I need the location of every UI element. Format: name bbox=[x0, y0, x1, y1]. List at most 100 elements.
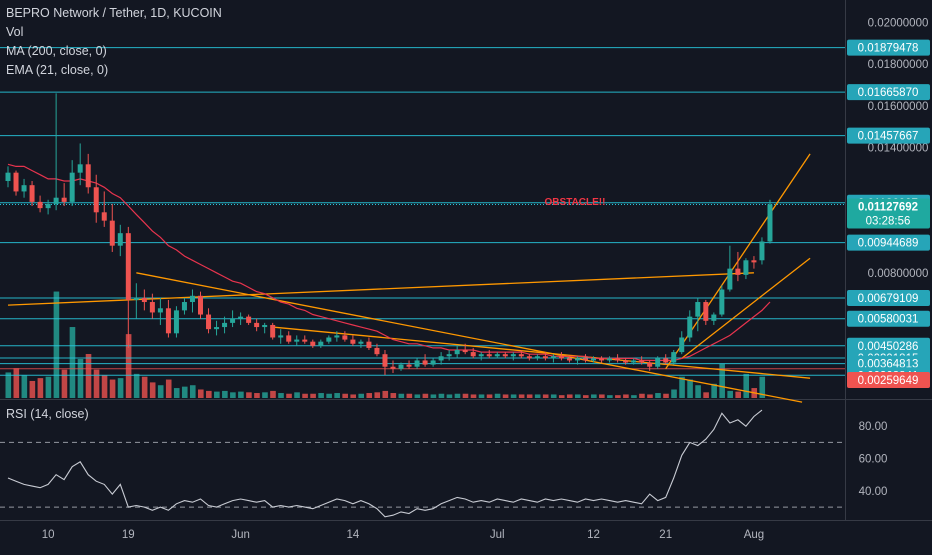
candle-body bbox=[414, 360, 420, 367]
volume-bar bbox=[157, 385, 164, 398]
volume-bar bbox=[198, 389, 204, 398]
candle-body bbox=[181, 302, 187, 311]
volume-bar bbox=[109, 379, 116, 398]
candle-body bbox=[703, 302, 709, 321]
rsi-tick-label: 80.00 bbox=[859, 421, 888, 433]
annotation-obstacle: OBSTACLE!! bbox=[545, 197, 606, 208]
volume-bar bbox=[374, 392, 381, 398]
current-price-box bbox=[847, 198, 930, 229]
volume-bar bbox=[438, 393, 445, 398]
candle-body bbox=[751, 260, 757, 263]
candle-body bbox=[61, 197, 67, 202]
symbol-title: BEPRO Network / Tether, 1D, KUCOIN bbox=[6, 6, 222, 20]
candle-body bbox=[141, 297, 147, 303]
volume-bar bbox=[189, 385, 196, 398]
candle-body bbox=[374, 347, 380, 355]
volume-bar bbox=[599, 394, 605, 398]
volume-bar bbox=[719, 363, 725, 398]
candle-body bbox=[542, 356, 548, 359]
indicator-ma200[interactable]: MA (200, close, 0) bbox=[6, 44, 107, 58]
volume-bar bbox=[759, 376, 766, 398]
candle-body bbox=[5, 172, 11, 182]
volume-bar bbox=[743, 373, 750, 398]
candle-body bbox=[743, 260, 749, 275]
volume-bar bbox=[382, 390, 389, 398]
trendline bbox=[272, 326, 811, 379]
candle-body bbox=[518, 354, 524, 357]
volume-bar bbox=[310, 393, 316, 398]
level-label: 0.00450286 bbox=[858, 341, 919, 353]
time-tick-label: Aug bbox=[744, 529, 764, 541]
volume-bar bbox=[542, 394, 549, 398]
volume-bar bbox=[591, 394, 597, 398]
candle-body bbox=[430, 360, 436, 365]
indicator-volume[interactable]: Vol bbox=[6, 25, 24, 39]
rsi-tick-label: 60.00 bbox=[859, 454, 888, 466]
candle-body bbox=[406, 364, 412, 367]
candle-body bbox=[21, 185, 27, 192]
volume-bar bbox=[206, 390, 212, 398]
candle-body bbox=[254, 322, 260, 328]
volume-bar bbox=[133, 373, 140, 398]
candle-body bbox=[671, 352, 677, 363]
rsi-tick-label: 40.00 bbox=[859, 486, 888, 498]
volume-bar bbox=[727, 390, 733, 398]
candle-body bbox=[494, 354, 500, 357]
candle-body bbox=[438, 356, 444, 361]
rsi-legend[interactable]: RSI (14, close) bbox=[6, 407, 89, 421]
price-tick-label: 0.02000000 bbox=[868, 17, 929, 29]
volume-bar bbox=[117, 378, 124, 398]
volume-bar bbox=[711, 383, 717, 398]
candle-body bbox=[214, 327, 220, 330]
candle-body bbox=[583, 358, 588, 361]
candle-body bbox=[574, 358, 580, 361]
candle-body bbox=[695, 302, 701, 317]
price-tick-label: 0.01800000 bbox=[868, 59, 929, 71]
volume-bar bbox=[149, 382, 156, 398]
candle-body bbox=[294, 339, 300, 342]
candle-body bbox=[350, 339, 356, 344]
candle-body bbox=[109, 220, 115, 246]
candle-body bbox=[358, 341, 364, 344]
volume-bar bbox=[181, 386, 188, 398]
volume-bar bbox=[406, 393, 413, 398]
time-tick-label: 10 bbox=[42, 529, 55, 541]
volume-bar bbox=[414, 394, 421, 398]
candle-body bbox=[45, 203, 51, 209]
candle-body bbox=[157, 308, 163, 313]
level-label: 0.01457667 bbox=[858, 131, 919, 143]
volume-bar bbox=[69, 327, 76, 398]
candle-body bbox=[366, 341, 372, 348]
candle-body bbox=[607, 358, 613, 361]
volume-label: 0.00259649 bbox=[858, 375, 919, 387]
volume-bar bbox=[53, 291, 60, 398]
candle-body bbox=[422, 360, 428, 365]
trendline bbox=[136, 272, 803, 403]
candle-body bbox=[53, 197, 59, 204]
indicator-ema21[interactable]: EMA (21, close, 0) bbox=[6, 63, 109, 77]
level-label-box bbox=[847, 234, 930, 251]
volume-bar bbox=[5, 372, 12, 398]
candle-body bbox=[173, 310, 179, 334]
trendline bbox=[681, 257, 811, 359]
level-label-box bbox=[847, 84, 930, 101]
level-label: 0.01879478 bbox=[858, 43, 919, 55]
volume-bar bbox=[334, 393, 340, 398]
volume-bar bbox=[615, 395, 621, 398]
volume-bar bbox=[566, 394, 573, 398]
candle-body bbox=[149, 302, 155, 313]
volume-bar bbox=[222, 390, 228, 398]
candle-body bbox=[334, 335, 340, 338]
volume-bar bbox=[655, 393, 661, 398]
volume-bar bbox=[430, 394, 437, 398]
candle-body bbox=[446, 354, 452, 357]
time-tick-label: 12 bbox=[587, 529, 600, 541]
candle-body bbox=[591, 358, 597, 361]
rsi-line bbox=[7, 409, 763, 518]
volume-bar bbox=[607, 395, 613, 398]
volume-bar bbox=[326, 393, 332, 398]
volume-bar bbox=[278, 393, 284, 398]
candle-body bbox=[470, 352, 476, 357]
